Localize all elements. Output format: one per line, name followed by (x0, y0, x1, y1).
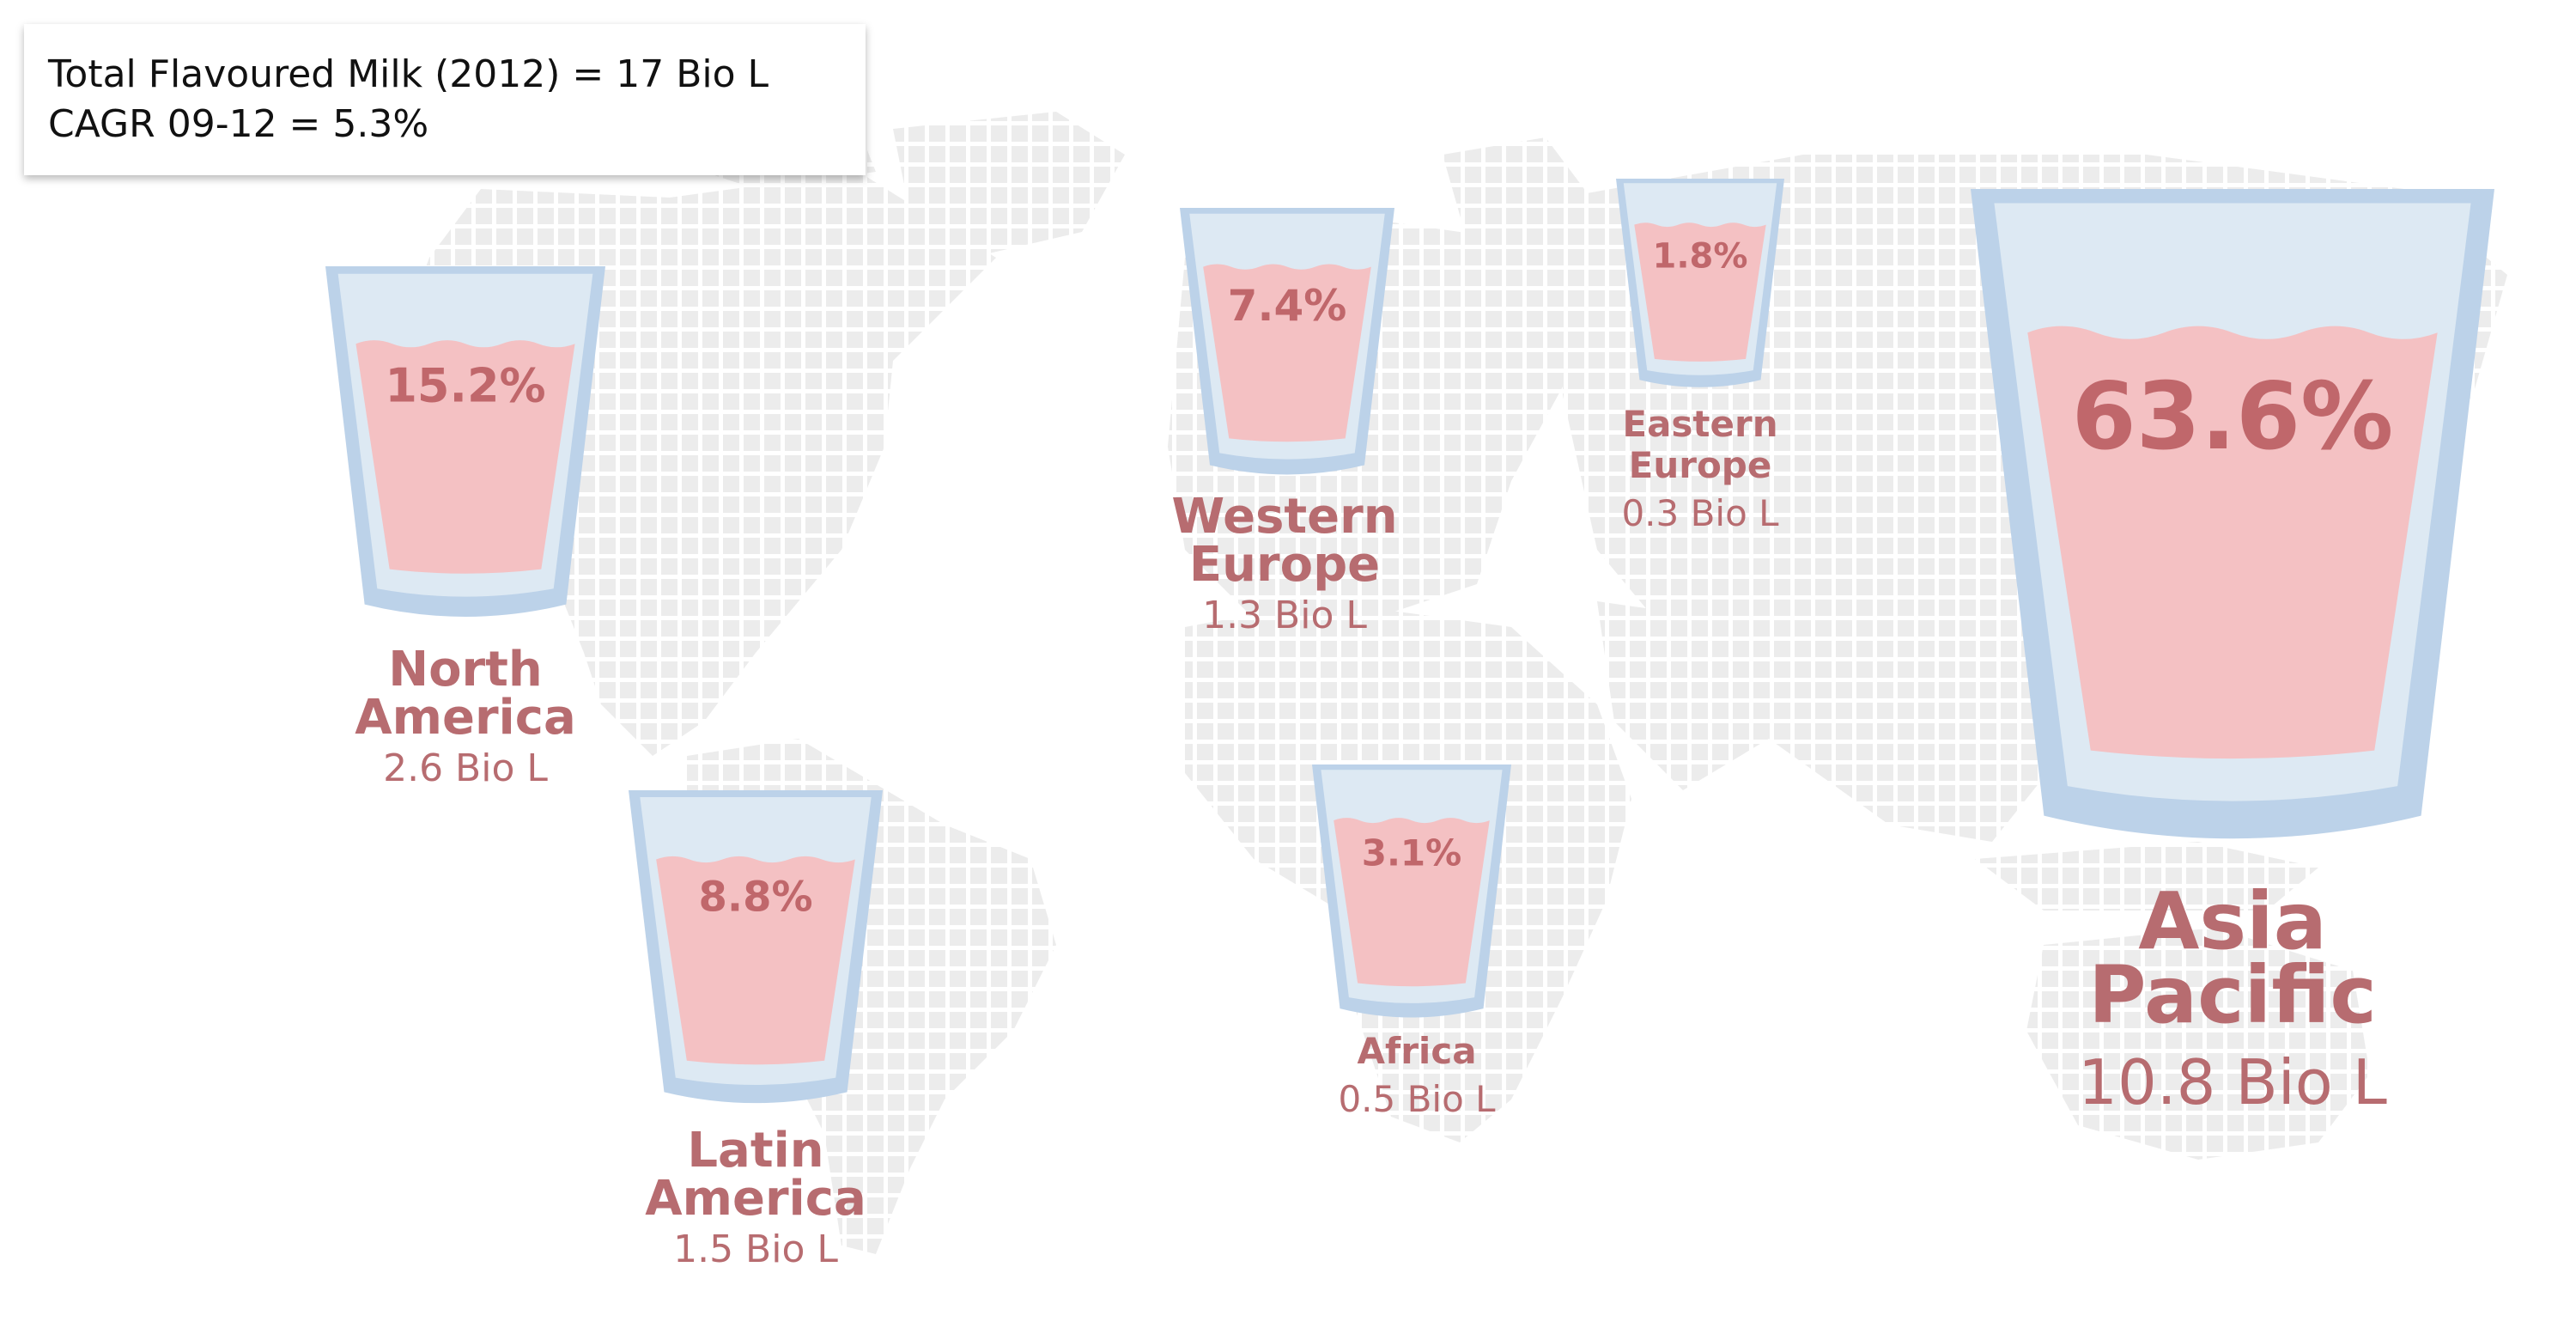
region-name: Asia (2138, 875, 2327, 967)
region-volume: 0.3 Bio L (1621, 492, 1779, 534)
region-label-asia-pacific: Asia Pacific 10.8 Bio L (1966, 875, 2499, 1132)
milk-fill (656, 856, 855, 1065)
map-arabia (1597, 601, 1769, 790)
region-label-western-europe: Western Europe 1.3 Bio L (1113, 493, 1456, 643)
map-greenland (893, 112, 1125, 258)
region-volume: 10.8 Bio L (2078, 1046, 2387, 1118)
glass-north-america: 15.2% (325, 266, 605, 617)
region-volume: 1.3 Bio L (1202, 594, 1367, 637)
region-volume: 1.5 Bio L (673, 1227, 838, 1271)
glass-asia-pacific: 63.6% (1971, 189, 2494, 839)
region-volume: 0.5 Bio L (1338, 1078, 1496, 1120)
region-label-eastern-europe: Eastern Europe 0.3 Bio L (1546, 404, 1855, 541)
share-label: 15.2% (385, 359, 545, 413)
milk-fill (1634, 222, 1766, 362)
share-label: 1.8% (1653, 237, 1748, 277)
milk-fill (355, 340, 575, 574)
glass-western-europe: 7.4% (1180, 208, 1394, 475)
region-name: Africa (1357, 1030, 1477, 1072)
region-name: America (645, 1171, 866, 1227)
map-australia (2026, 928, 2370, 1160)
milk-fill (1334, 818, 1490, 987)
region-name: Europe (1188, 537, 1381, 593)
total-volume-text: Total Flavoured Milk (2012) = 17 Bio L (48, 52, 769, 96)
share-label: 63.6% (2072, 363, 2394, 471)
region-name: Europe (1628, 444, 1772, 486)
region-volume: 2.6 Bio L (383, 746, 548, 790)
map-scandinavia (1443, 137, 1597, 283)
region-label-africa: Africa 0.5 Bio L (1288, 1031, 1546, 1127)
map-indonesia (1975, 842, 2318, 911)
milk-fill (1203, 264, 1371, 442)
region-label-north-america: North America 2.6 Bio L (294, 646, 637, 795)
share-label: 3.1% (1362, 832, 1461, 874)
region-label-latin-america: Latin America 1.5 Bio L (584, 1127, 927, 1276)
region-name: Eastern (1622, 403, 1778, 445)
share-label: 8.8% (698, 874, 812, 922)
glass-latin-america: 8.8% (629, 790, 883, 1104)
region-name: America (355, 690, 576, 746)
share-label: 7.4% (1228, 281, 1347, 331)
region-name: Latin (687, 1123, 824, 1179)
cagr-text: CAGR 09-12 = 5.3% (48, 102, 429, 146)
milk-fill (2027, 326, 2438, 759)
glass-africa: 3.1% (1312, 764, 1511, 1018)
glass-eastern-europe: 1.8% (1616, 179, 1784, 387)
info-box: Total Flavoured Milk (2012) = 17 Bio L C… (24, 24, 866, 175)
region-name: Pacific (2088, 949, 2377, 1041)
region-name: North (388, 642, 543, 697)
region-name: Western (1171, 489, 1398, 545)
